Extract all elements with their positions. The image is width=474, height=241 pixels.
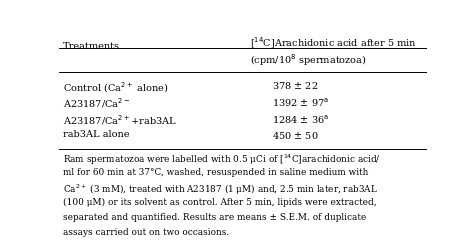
Text: A23187/Ca$^{2-}$: A23187/Ca$^{2-}$ (63, 97, 130, 110)
Text: (cpm/10$^{8}$ spermatozoa): (cpm/10$^{8}$ spermatozoa) (250, 52, 367, 68)
Text: assays carried out on two occasions.: assays carried out on two occasions. (63, 228, 229, 237)
Text: separated and quantified. Results are means ± S.E.M. of duplicate: separated and quantified. Results are me… (63, 213, 366, 222)
Text: ml for 60 min at 37°C, washed, resuspended in saline medium with: ml for 60 min at 37°C, washed, resuspend… (63, 167, 368, 177)
Text: 1392 $\pm$ 97$^{\mathrm{a}}$: 1392 $\pm$ 97$^{\mathrm{a}}$ (272, 97, 329, 109)
Text: Ram spermatozoa were labelled with 0.5 μCi of [$^{14}$C]arachidonic acid/: Ram spermatozoa were labelled with 0.5 μ… (63, 152, 381, 167)
Text: 378 $\pm$ 22: 378 $\pm$ 22 (272, 80, 319, 91)
Text: Control (Ca$^{2+}$ alone): Control (Ca$^{2+}$ alone) (63, 80, 169, 95)
Text: (100 μM) or its solvent as control. After 5 min, lipids were extracted,: (100 μM) or its solvent as control. Afte… (63, 198, 376, 207)
Text: 450 $\pm$ 50: 450 $\pm$ 50 (272, 130, 319, 141)
Text: A23187/Ca$^{2+}$+rab3AL: A23187/Ca$^{2+}$+rab3AL (63, 113, 177, 127)
Text: Treatments: Treatments (63, 42, 120, 51)
Text: 1284 $\pm$ 36$^{\mathrm{a}}$: 1284 $\pm$ 36$^{\mathrm{a}}$ (272, 113, 329, 126)
Text: Ca$^{2+}$ (3 mM), treated with A23187 (1 μM) and, 2.5 min later, rab3AL: Ca$^{2+}$ (3 mM), treated with A23187 (1… (63, 183, 378, 197)
Text: [$^{14}$C]Arachidonic acid after 5 min: [$^{14}$C]Arachidonic acid after 5 min (250, 35, 417, 51)
Text: rab3AL alone: rab3AL alone (63, 130, 129, 139)
